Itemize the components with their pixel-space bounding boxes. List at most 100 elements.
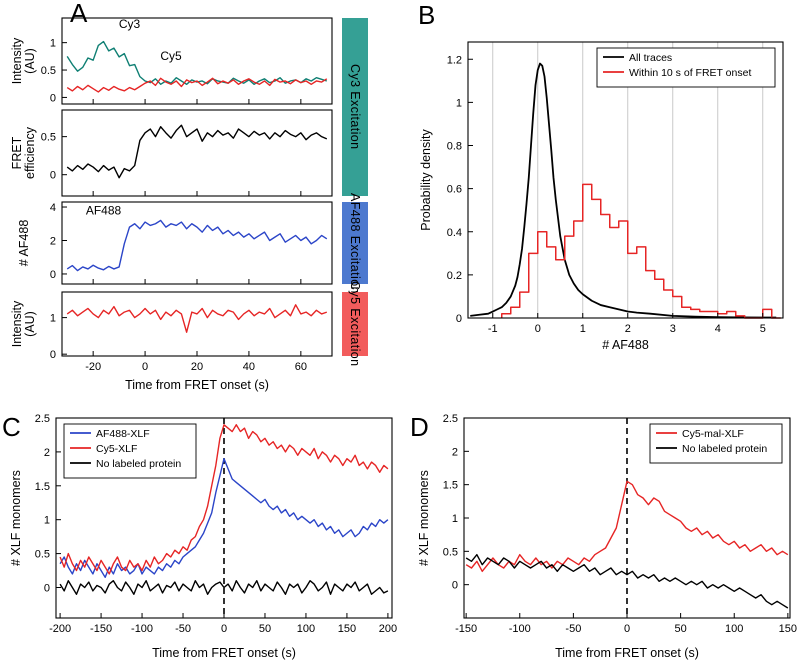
svg-text:1.2: 1.2 <box>447 54 462 66</box>
svg-text:1: 1 <box>452 513 458 525</box>
svg-text:1: 1 <box>44 515 50 527</box>
svg-text:3: 3 <box>670 323 676 335</box>
panel-a-cy3ex-intensity-svg: 0 0.5 1 Intensity (AU) Cy3 Cy5 <box>10 17 333 105</box>
svg-text:AF488: AF488 <box>86 204 122 218</box>
svg-text:1.5: 1.5 <box>35 481 50 493</box>
svg-text:-100: -100 <box>509 623 531 635</box>
svg-text:0.8: 0.8 <box>447 141 462 153</box>
svg-text:0.4: 0.4 <box>447 227 462 239</box>
cy5-excitation-bar-label: Cy5 Excitation <box>348 281 362 367</box>
svg-text:0.2: 0.2 <box>447 270 462 282</box>
svg-text:0: 0 <box>44 582 50 594</box>
svg-text:All traces: All traces <box>629 52 672 64</box>
svg-text:150: 150 <box>779 623 797 635</box>
cy5-excitation-bar: Cy5 Excitation <box>342 281 368 367</box>
af488-excitation-bar: AF488 Excitation <box>342 193 368 293</box>
svg-text:20: 20 <box>191 361 203 373</box>
panel-a-af488-count-chart: 0 2 4 # AF488 AF488 <box>8 198 338 286</box>
svg-text:-200: -200 <box>49 623 71 635</box>
svg-text:0.5: 0.5 <box>443 546 458 558</box>
svg-text:No labeled protein: No labeled protein <box>682 443 767 455</box>
svg-text:40: 40 <box>243 361 255 373</box>
svg-text:0: 0 <box>456 313 462 325</box>
svg-text:2: 2 <box>625 323 631 335</box>
svg-text:Intensity: Intensity <box>10 37 24 84</box>
svg-text:0: 0 <box>535 323 541 335</box>
svg-text:0: 0 <box>50 349 56 361</box>
cy3-excitation-bar: Cy3 Excitation <box>342 18 368 196</box>
svg-text:2: 2 <box>50 235 56 247</box>
panel-a-cy5ex-intensity-svg: -20 0 20 40 60 0 1 Time from FRET onset (s) Inte… <box>10 291 333 392</box>
panel-c-xlf-monomers-chart: -200 -150 -100 -50 0 50 100 150 200 0 0.5 1 1.5 2 2.5 T… <box>0 408 400 664</box>
svg-text:1: 1 <box>50 38 56 50</box>
panel-a-cy5-excitation-intensity-chart: -20 0 20 40 60 0 1 Time from FRET onset (s) Inte… <box>8 288 338 396</box>
svg-text:1: 1 <box>456 97 462 109</box>
svg-text:0.5: 0.5 <box>35 549 50 561</box>
panel-a-af488-count-svg: 0 2 4 # AF488 AF488 <box>17 201 333 285</box>
svg-text:0: 0 <box>142 361 148 373</box>
svg-text:50: 50 <box>259 623 271 635</box>
svg-text:Cy3: Cy3 <box>119 17 141 31</box>
svg-text:2.5: 2.5 <box>443 413 458 425</box>
svg-text:-100: -100 <box>131 623 153 635</box>
svg-text:1: 1 <box>580 323 586 335</box>
panel-label-a: A <box>70 0 88 28</box>
svg-text:100: 100 <box>297 623 315 635</box>
svg-text:0.5: 0.5 <box>41 132 56 144</box>
svg-text:# XLF monomers: # XLF monomers <box>9 470 23 566</box>
svg-text:-150: -150 <box>455 623 477 635</box>
svg-text:Time from FRET onset (s): Time from FRET onset (s) <box>152 646 296 660</box>
cy3-excitation-bar-label: Cy3 Excitation <box>348 64 362 150</box>
svg-text:-50: -50 <box>175 623 191 635</box>
svg-text:-1: -1 <box>488 323 498 335</box>
svg-text:4: 4 <box>50 202 56 214</box>
panel-d-xlf-monomers-chart: -150 -100 -50 0 50 100 150 0 0.5 1 1.5 2 2.5 Time fro… <box>408 408 800 664</box>
svg-text:-50: -50 <box>565 623 581 635</box>
svg-text:(AU): (AU) <box>23 48 37 74</box>
svg-text:1: 1 <box>50 313 56 325</box>
svg-text:0: 0 <box>221 623 227 635</box>
svg-text:# AF488: # AF488 <box>17 220 31 267</box>
svg-text:-20: -20 <box>85 361 101 373</box>
svg-text:# AF488: # AF488 <box>602 338 649 352</box>
svg-text:FRET: FRET <box>10 136 24 169</box>
svg-text:efficiency: efficiency <box>23 126 37 179</box>
panel-b-af488-histogram-chart: -1 0 1 2 3 4 5 0 0.2 0.4 0.6 0.8 1 1.2 # AF488 Probabil… <box>410 0 795 356</box>
svg-text:0: 0 <box>624 623 630 635</box>
svg-text:200: 200 <box>379 623 397 635</box>
svg-text:Probability density: Probability density <box>419 129 433 231</box>
svg-text:100: 100 <box>725 623 743 635</box>
svg-text:50: 50 <box>674 623 686 635</box>
svg-text:2: 2 <box>452 446 458 458</box>
svg-text:2.5: 2.5 <box>35 413 50 425</box>
panel-a-cy3-excitation-intensity-chart: 0 0.5 1 Intensity (AU) Cy3 Cy5 <box>8 14 338 106</box>
svg-text:# XLF monomers: # XLF monomers <box>417 470 431 566</box>
svg-text:0: 0 <box>452 580 458 592</box>
svg-text:Intensity: Intensity <box>10 300 24 347</box>
svg-text:Cy5: Cy5 <box>160 49 182 63</box>
panel-b-af488-histogram-svg: -1 0 1 2 3 4 5 0 0.2 0.4 0.6 0.8 1 1.2 # AF488 Probabil… <box>419 41 784 352</box>
panel-label-d: D <box>410 412 429 442</box>
svg-text:(AU): (AU) <box>23 311 37 337</box>
svg-text:5: 5 <box>760 323 766 335</box>
panel-d-xlf-monomers-svg: -150 -100 -50 0 50 100 150 0 0.5 1 1.5 2 2.5 Time fro… <box>417 413 797 660</box>
svg-text:No labeled protein: No labeled protein <box>96 458 181 470</box>
svg-text:-150: -150 <box>90 623 112 635</box>
svg-text:Time from FRET onset (s): Time from FRET onset (s) <box>125 378 269 392</box>
svg-text:Within 10 s of FRET onset: Within 10 s of FRET onset <box>629 67 751 79</box>
panel-c-xlf-monomers-svg: -200 -150 -100 -50 0 50 100 150 200 0 0.5 1 1.5 2 2.5 T… <box>9 413 397 660</box>
panel-label-b: B <box>418 0 436 30</box>
svg-text:0.5: 0.5 <box>41 65 56 77</box>
svg-text:4: 4 <box>715 323 721 335</box>
panel-label-c: C <box>2 412 21 442</box>
svg-text:0.6: 0.6 <box>447 184 462 196</box>
af488-excitation-bar-label: AF488 Excitation <box>348 192 362 294</box>
svg-text:Cy5-mal-XLF: Cy5-mal-XLF <box>682 428 744 440</box>
svg-text:AF488-XLF: AF488-XLF <box>96 428 150 440</box>
svg-text:Time from FRET onset (s): Time from FRET onset (s) <box>555 646 699 660</box>
svg-text:1.5: 1.5 <box>443 480 458 492</box>
svg-text:2: 2 <box>44 447 50 459</box>
svg-text:150: 150 <box>338 623 356 635</box>
svg-text:Cy5-XLF: Cy5-XLF <box>96 443 137 455</box>
panel-a-fret-efficiency-svg: 0 0.5 FRET efficiency <box>10 109 333 197</box>
